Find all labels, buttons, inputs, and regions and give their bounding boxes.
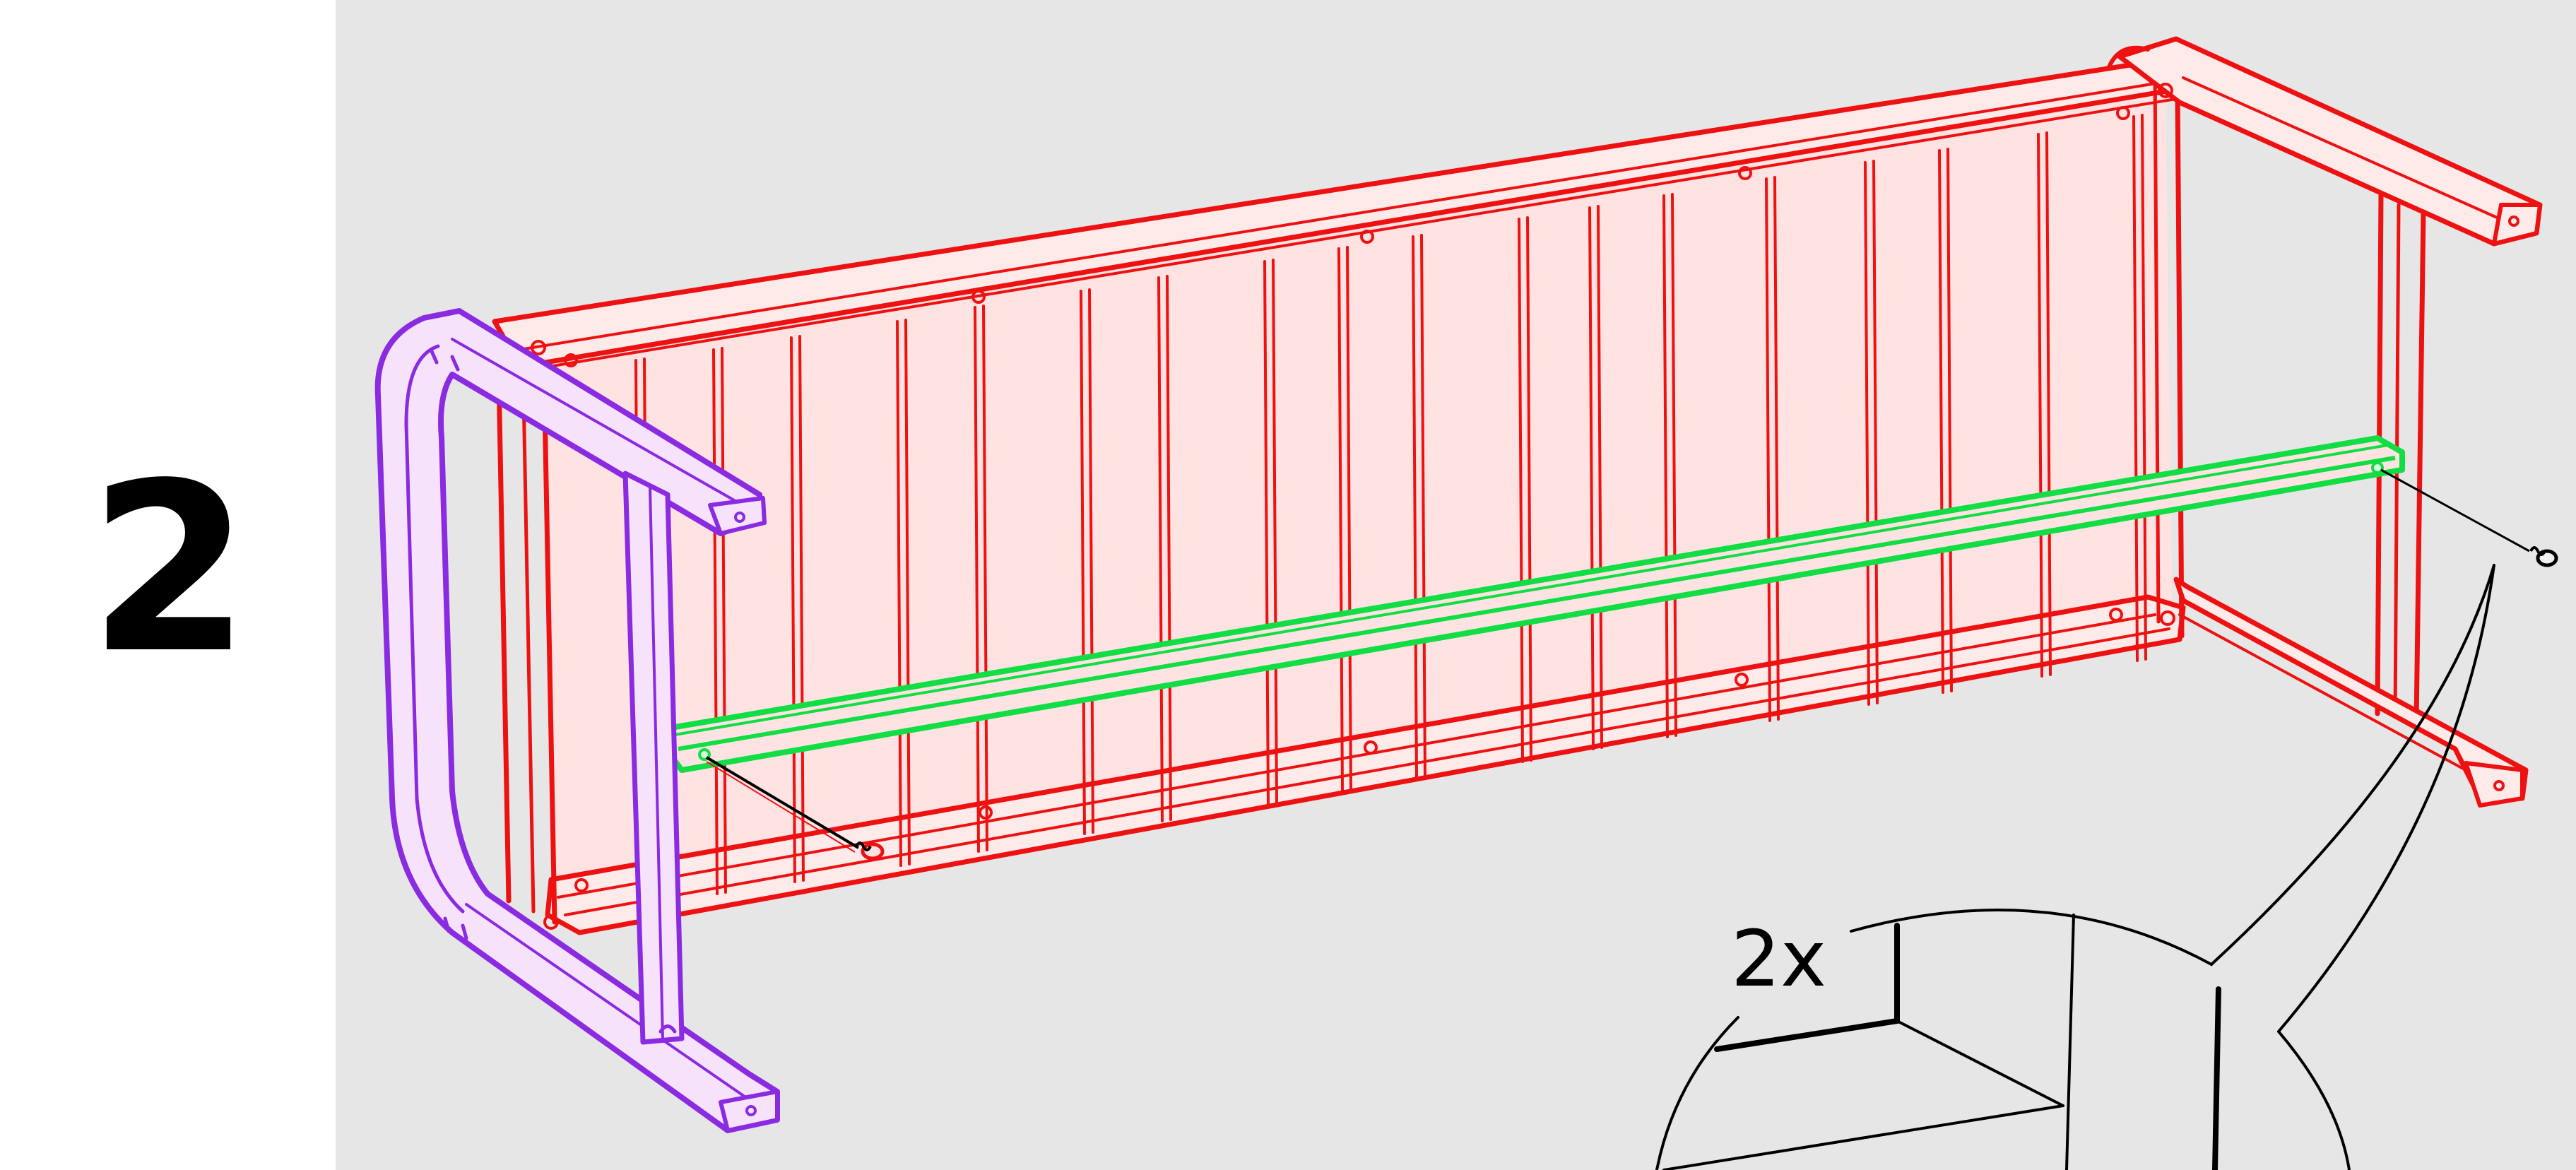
step-panel: 2 — [0, 0, 336, 1170]
illustration-panel: 2x — [336, 0, 2576, 1170]
frame-slats — [634, 114, 2147, 909]
quantity-label: 2x — [1731, 914, 1826, 1004]
frame-right-top-leg — [2117, 36, 2543, 247]
detail-callout: 2x — [1655, 564, 2495, 1170]
callout-circle — [1655, 909, 2351, 1170]
end-leg — [374, 308, 780, 1133]
screw — [705, 756, 885, 861]
step-number: 2 — [88, 433, 251, 704]
screw — [2380, 468, 2558, 567]
end-leg-post — [622, 471, 685, 1045]
frame-bolt-holes — [531, 83, 2175, 930]
assembly-diagram: 2x — [374, 36, 2558, 1170]
